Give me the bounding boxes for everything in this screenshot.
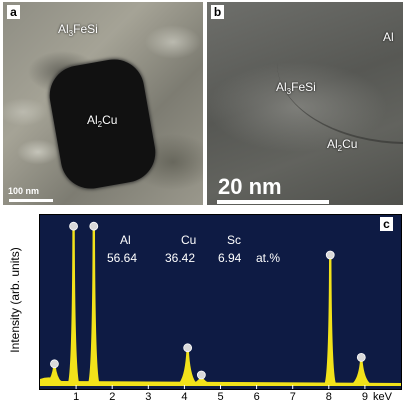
x-tick-label: 3 xyxy=(145,391,152,403)
x-tick-label: 7 xyxy=(289,391,296,403)
panel-c-eds-spectrum: Intensity (arb. units) Al Cu Sc 56.64 36… xyxy=(3,210,403,410)
spectrum-svg xyxy=(40,221,401,389)
scale-bar-a xyxy=(9,199,53,202)
peak-marker xyxy=(356,352,366,362)
x-tick-label: 5 xyxy=(217,391,224,403)
element-al: Al xyxy=(120,233,131,247)
value-sc: 6.94 xyxy=(218,251,242,265)
element-sc: Sc xyxy=(227,233,242,247)
peak-marker xyxy=(183,343,193,353)
spectrum-peak xyxy=(323,257,337,385)
panel-a-tem-image: a Al3FeSi Al2Cu 100 nm xyxy=(3,2,203,205)
label-al-b: Al xyxy=(383,30,394,44)
label-al3fesi-a: Al3FeSi xyxy=(58,22,98,38)
panel-b-hrtem-image: b Al Al3FeSi Al2Cu 20 nm xyxy=(207,2,403,205)
composition-unit: at.% xyxy=(256,251,281,265)
spectrum-plot-area: Al Cu Sc 56.64 36.42 6.94 at.% c xyxy=(39,214,402,390)
scale-bar-label-a: 100 nm xyxy=(8,186,40,196)
label-al3fesi-b: Al3FeSi xyxy=(276,80,316,96)
spectrum-peak xyxy=(350,359,373,385)
x-axis-label: keV xyxy=(373,391,392,403)
x-tick-label: 2 xyxy=(109,391,116,403)
label-al2cu-b: Al2Cu xyxy=(327,137,358,153)
peak-marker xyxy=(325,250,335,260)
x-tick-label: 6 xyxy=(253,391,260,403)
phase-interface xyxy=(277,2,403,144)
element-cu: Cu xyxy=(181,233,197,247)
peak-marker xyxy=(196,370,206,380)
scale-bar-b xyxy=(217,200,329,204)
spectrum-peak xyxy=(67,228,80,385)
spectrum-peak xyxy=(176,349,199,385)
panel-b-letter: b xyxy=(211,5,224,19)
spectrum-peak xyxy=(43,365,66,385)
x-tick-label: 1 xyxy=(73,391,80,403)
peak-marker xyxy=(69,221,78,231)
scale-bar-label-b: 20 nm xyxy=(218,174,282,199)
panel-a-letter: a xyxy=(7,5,20,19)
x-tick-label: 4 xyxy=(181,391,188,403)
x-tick-label: 8 xyxy=(325,391,332,403)
y-axis-label: Intensity (arb. units) xyxy=(8,247,22,353)
label-al2cu-a: Al2Cu xyxy=(87,113,118,129)
peak-marker xyxy=(50,359,59,369)
background-continuum xyxy=(40,377,401,385)
peak-marker xyxy=(89,221,99,231)
value-cu: 36.42 xyxy=(165,251,196,265)
spectrum-peak xyxy=(190,377,213,385)
panel-c-letter: c xyxy=(380,217,393,231)
spectrum-peak xyxy=(87,228,101,385)
x-tick-label: 9 xyxy=(361,391,369,403)
value-al: 56.64 xyxy=(107,251,138,265)
